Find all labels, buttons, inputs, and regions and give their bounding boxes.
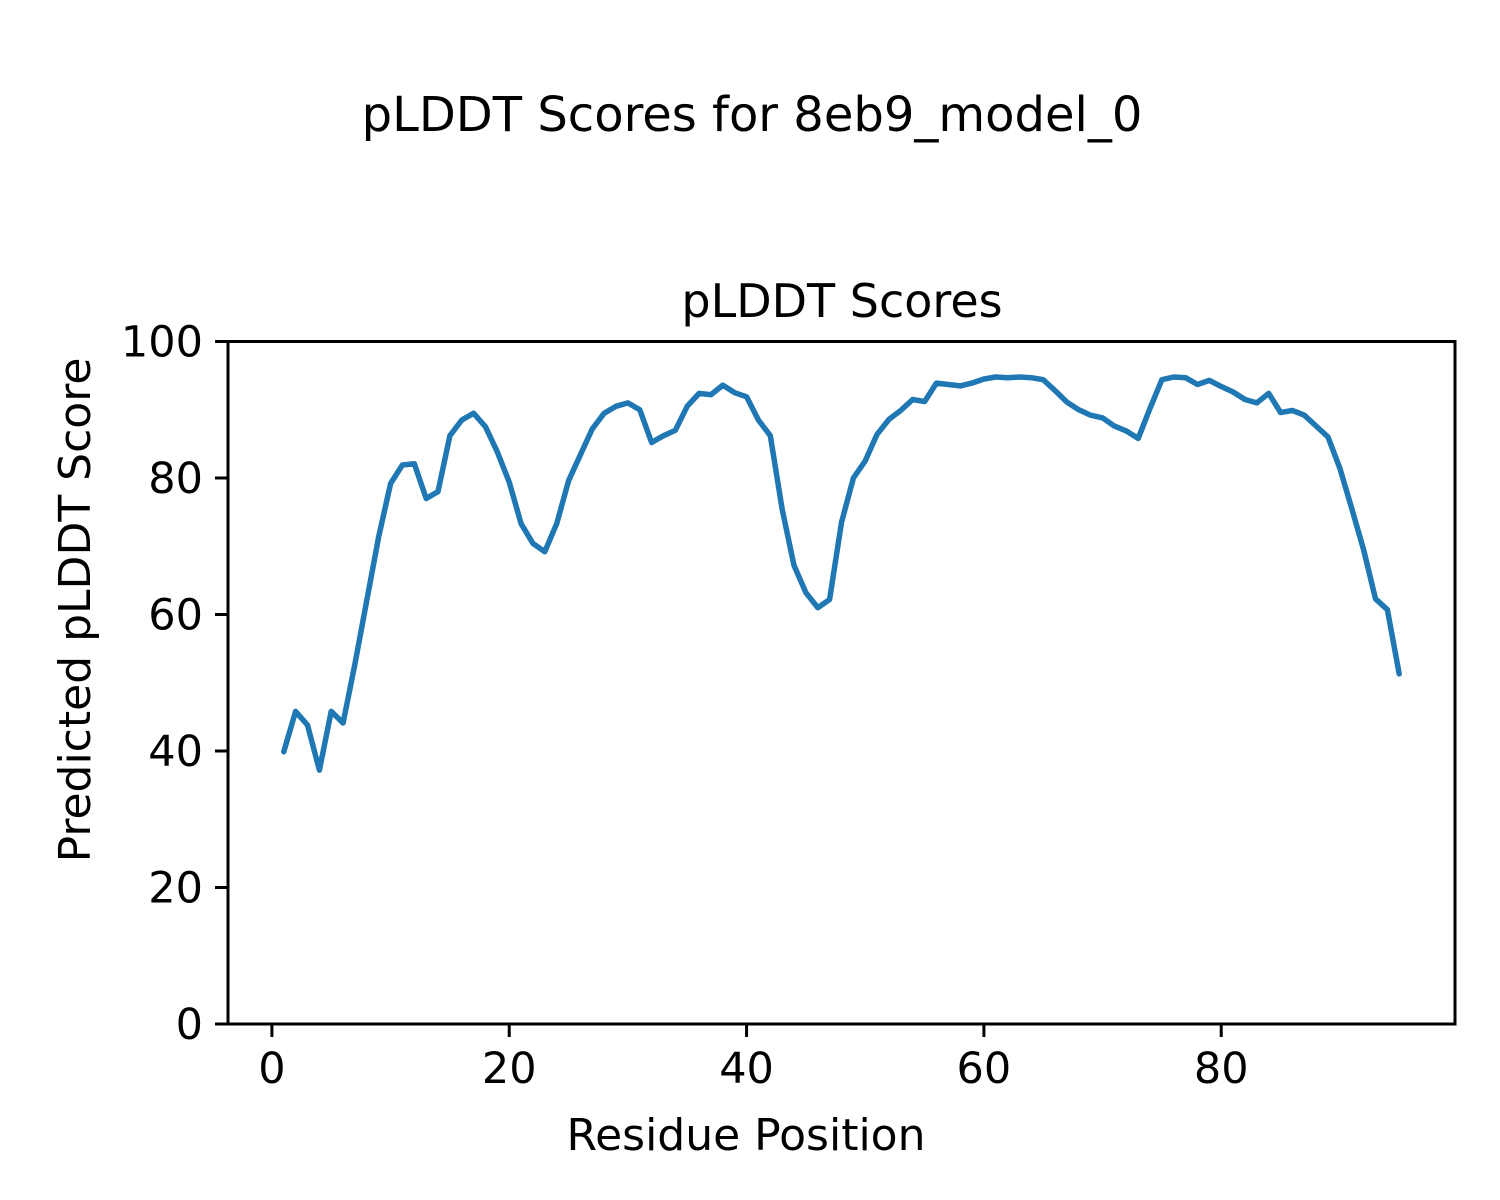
plot-area: [226, 340, 1457, 1026]
chart-title: pLDDT Scores: [681, 274, 1002, 328]
y-tick-label: 80: [148, 454, 203, 504]
y-tick-label: 100: [121, 318, 203, 368]
y-tick-label: 0: [176, 1000, 203, 1050]
y-tick-label: 40: [148, 727, 203, 777]
x-tick-label: 80: [1194, 1044, 1249, 1094]
plddt-line-series: [281, 374, 1402, 773]
x-axis: 0 20 40 60 80: [258, 1024, 1249, 1094]
x-tick-label: 20: [482, 1044, 537, 1094]
x-axis-label: Residue Position: [566, 1110, 925, 1161]
x-tick-label: 0: [258, 1044, 285, 1094]
y-axis: 0 20 40 60 80 100: [121, 318, 228, 1050]
x-tick-label: 60: [957, 1044, 1012, 1094]
y-tick-label: 20: [148, 864, 203, 914]
y-axis-label: Predicted pLDDT Score: [50, 358, 101, 863]
x-tick-label: 40: [719, 1044, 774, 1094]
y-tick-label: 60: [148, 591, 203, 641]
page-title: pLDDT Scores for 8eb9_model_0: [362, 87, 1143, 143]
